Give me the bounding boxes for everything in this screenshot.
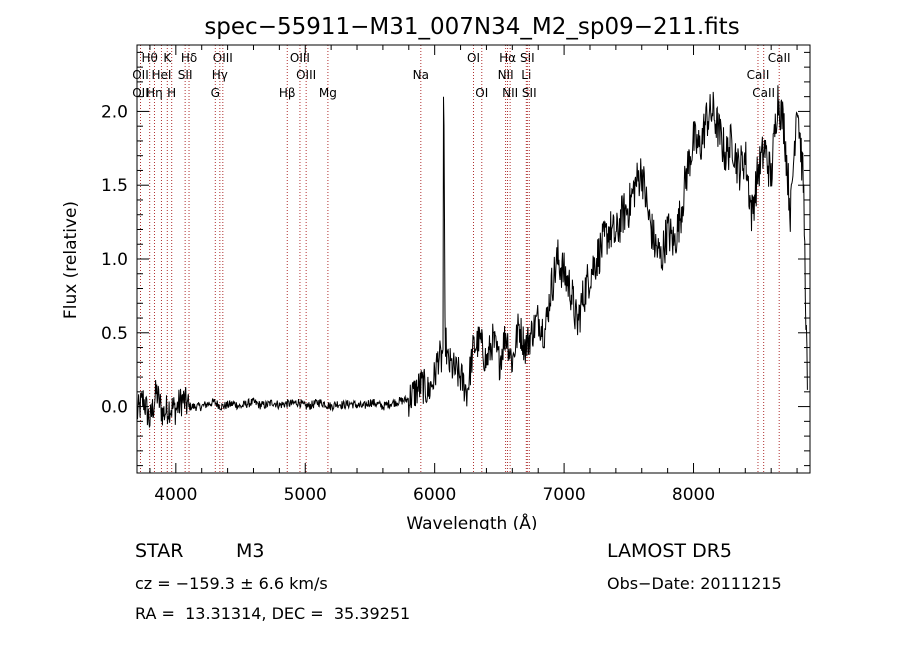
marker-label: OI xyxy=(475,86,488,100)
marker-label: HeI xyxy=(151,68,171,82)
marker-label: Hα xyxy=(499,51,516,65)
marker-label: NII xyxy=(498,68,514,82)
x-tick-label: 5000 xyxy=(284,485,327,505)
marker-label: K xyxy=(163,51,172,65)
marker-label: Na xyxy=(413,68,429,82)
observation-date: Obs−Date: 20111215 xyxy=(607,574,782,593)
marker-label: CaII xyxy=(768,51,791,65)
marker-label: CaII xyxy=(747,68,770,82)
spectrum-line xyxy=(136,85,808,429)
marker-label: SII xyxy=(178,68,193,82)
marker-label: CaII xyxy=(752,86,775,100)
spectral-line-markers: Hθ K Hδ OIII OIII OI Hα SII CaII OII HeI SII Hγ OIII N… xyxy=(132,45,791,473)
marker-label: Hθ xyxy=(141,51,157,65)
marker-label: Hη xyxy=(146,86,163,100)
marker-label: Hβ xyxy=(279,86,296,100)
y-tick-label: 1.0 xyxy=(101,250,128,270)
marker-label: OIII xyxy=(213,51,233,65)
object-class: STAR xyxy=(135,540,184,562)
marker-label: Hδ xyxy=(181,51,197,65)
marker-label: OIII xyxy=(296,68,316,82)
marker-label: G xyxy=(211,86,220,100)
x-axis: 4000 5000 6000 7000 8000 xyxy=(149,45,798,505)
survey-name: LAMOST DR5 xyxy=(607,540,732,562)
marker-label: NII xyxy=(502,86,518,100)
marker-label: SII xyxy=(520,51,535,65)
sky-coordinates: RA = 13.31314, DEC = 35.39251 xyxy=(135,604,411,623)
x-tick-label: 8000 xyxy=(672,485,715,505)
redshift-velocity: cz = −159.3 ± 6.6 km/s xyxy=(135,574,328,593)
marker-label: SII xyxy=(522,86,537,100)
marker-label: H xyxy=(167,86,176,100)
x-tick-label: 7000 xyxy=(542,485,585,505)
x-axis-label: Wavelength (Å) xyxy=(406,512,537,530)
y-tick-label: 1.5 xyxy=(101,176,128,196)
object-subclass: M3 xyxy=(236,540,265,562)
y-tick-label: 0.5 xyxy=(101,324,128,344)
y-tick-label: 2.0 xyxy=(101,102,128,122)
y-axis: 0.0 0.5 1.0 1.5 2.0 xyxy=(101,51,810,467)
marker-label: OI xyxy=(467,51,480,65)
marker-label: Hγ xyxy=(212,68,228,82)
chart-title: spec−55911−M31_007N34_M2_sp09−211.fits xyxy=(204,14,739,40)
marker-label: Mg xyxy=(319,86,337,100)
marker-label: OIII xyxy=(290,51,310,65)
marker-label: OII xyxy=(132,86,149,100)
x-tick-label: 6000 xyxy=(413,485,456,505)
y-axis-label: Flux (relative) xyxy=(61,201,81,319)
marker-label: OII xyxy=(132,68,149,82)
y-tick-label: 0.0 xyxy=(101,398,128,418)
spectrum-chart: spec−55911−M31_007N34_M2_sp09−211.fits H… xyxy=(61,14,811,530)
marker-label: Li xyxy=(521,68,531,82)
x-tick-label: 4000 xyxy=(154,485,197,505)
